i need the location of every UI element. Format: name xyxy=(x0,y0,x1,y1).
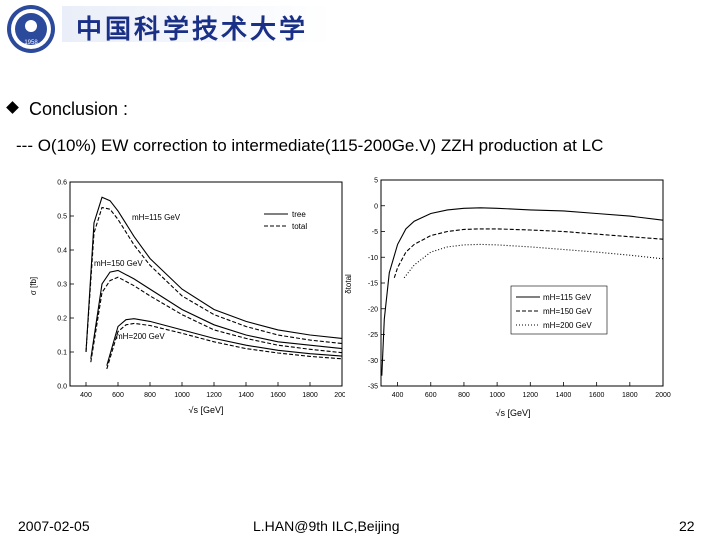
relative-correction-plot: 400 600 800 1000 1200 1400 1600 1800 2000 5 0 -5 -10… xyxy=(345,170,675,422)
x-tick-label: 800 xyxy=(458,392,470,399)
legend-label-mh115: mH=115 GeV xyxy=(543,293,592,302)
university-name-banner: 中国科学技术大学 xyxy=(62,6,332,45)
cross-section-plot: 400 600 800 1000 1200 1400 1600 1800 2000 0.0 0.1 0… xyxy=(18,168,352,420)
y-tick-label: -20 xyxy=(368,306,378,313)
y-axis-label: σ [fb] xyxy=(29,277,38,295)
x-tick-label: 400 xyxy=(80,392,92,399)
slide-number: 22 xyxy=(679,518,695,534)
x-tick-label: 2000 xyxy=(655,392,671,399)
y-tick-label: 0.5 xyxy=(57,214,67,221)
x-tick-label: 1200 xyxy=(523,392,539,399)
legend-label-mh200: mH=200 GeV xyxy=(543,321,592,330)
x-axis-label: √s [GeV] xyxy=(189,405,224,415)
y-tick-label: -30 xyxy=(368,358,378,365)
x-tick-label: 1000 xyxy=(174,392,190,399)
series-line-dashed xyxy=(393,228,664,278)
series-line-dotted xyxy=(403,243,664,279)
y-tick-label: 0 xyxy=(374,203,378,210)
ustc-seal-logo: 1958 xyxy=(7,5,55,53)
annotation-mh115: mH=115 GeV xyxy=(132,213,181,222)
slide-subtext: --- O(10%) EW correction to intermediate… xyxy=(16,136,604,155)
series-line-solid xyxy=(106,318,343,366)
y-tick-label: 0.0 xyxy=(57,384,67,391)
diamond-bullet-icon xyxy=(6,101,19,114)
annotation-mh150: mH=150 GeV xyxy=(94,259,143,268)
y-tick-label: 0.6 xyxy=(57,180,67,187)
x-tick-label: 800 xyxy=(144,392,156,399)
y-axis-label: δtotal xyxy=(345,274,353,294)
x-tick-label: 1600 xyxy=(589,392,605,399)
x-tick-label: 1800 xyxy=(302,392,318,399)
series-line-solid xyxy=(381,207,664,376)
y-tick-label: 0.1 xyxy=(57,350,67,357)
y-tick-label: -15 xyxy=(368,281,378,288)
y-tick-label: -10 xyxy=(368,255,378,262)
x-tick-label: 2000 xyxy=(334,392,350,399)
legend-label-total: total xyxy=(292,222,307,231)
annotation-mh200: mH=200 GeV xyxy=(116,332,165,341)
series-line-solid xyxy=(85,196,343,353)
y-tick-label: 0.4 xyxy=(57,248,67,255)
slide-heading: Conclusion : xyxy=(29,99,129,119)
legend-label-tree: tree xyxy=(292,210,306,219)
university-name: 中国科学技术大学 xyxy=(76,15,309,45)
legend-label-mh150: mH=150 GeV xyxy=(543,307,592,316)
x-tick-label: 1200 xyxy=(206,392,222,399)
series-line-dashed xyxy=(85,206,343,353)
legend: tree total xyxy=(264,210,307,231)
x-axis-label: √s [GeV] xyxy=(496,408,531,418)
footer-venue: L.HAN@9th ILC,Beijing xyxy=(253,518,400,534)
footer-date: 2007-02-05 xyxy=(18,518,90,534)
y-tick-label: 0.2 xyxy=(57,316,67,323)
x-tick-label: 1600 xyxy=(270,392,286,399)
x-tick-label: 600 xyxy=(425,392,437,399)
y-tick-label: 5 xyxy=(374,178,378,185)
y-tick-label: -5 xyxy=(372,229,378,236)
x-tick-label: 1400 xyxy=(556,392,572,399)
y-tick-label: -35 xyxy=(368,384,378,391)
x-tick-label: 1000 xyxy=(489,392,505,399)
x-tick-label: 400 xyxy=(392,392,404,399)
y-tick-label: -25 xyxy=(368,332,378,339)
x-tick-label: 600 xyxy=(112,392,124,399)
logo-inner-text: 1958 xyxy=(24,40,38,46)
y-tick-label: 0.3 xyxy=(57,282,67,289)
legend: mH=115 GeV mH=150 GeV mH=200 GeV xyxy=(510,285,608,335)
x-tick-label: 1800 xyxy=(622,392,638,399)
x-tick-label: 1400 xyxy=(238,392,254,399)
series-line-solid xyxy=(90,269,343,359)
